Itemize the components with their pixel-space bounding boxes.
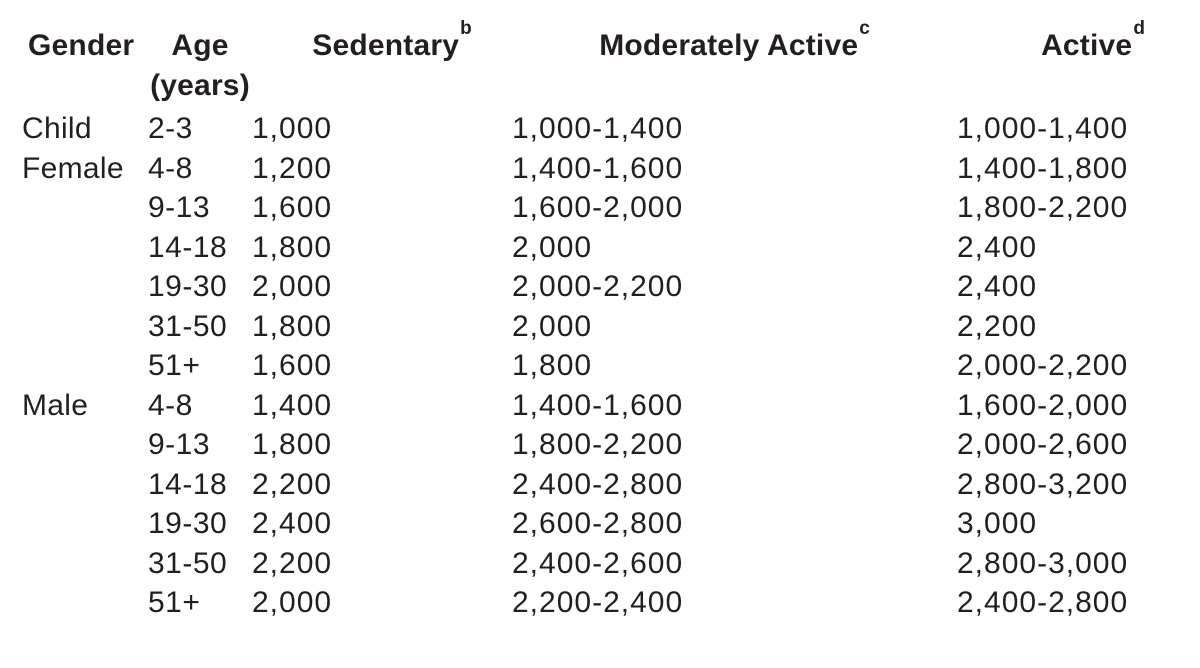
cell-sedentary: 1,800 (252, 230, 333, 264)
cell-gender (0, 307, 148, 347)
cell-age: 19-30 (148, 270, 228, 303)
table-row: 14-18 1,800 2,000 2,400 (0, 228, 1200, 268)
cell-gender (0, 188, 148, 228)
header-active-label: Active (1041, 29, 1133, 62)
cell-sedentary: 2,000 (252, 270, 333, 303)
cell-gender (0, 425, 148, 465)
cell-age: 14-18 (148, 230, 228, 264)
cell-age: 9-13 (148, 191, 211, 224)
cell-gender (0, 583, 148, 623)
table-row: 19-30 2,400 2,600-2,800 3,000 (0, 504, 1200, 544)
header-sedentary: Sedentaryb (252, 0, 512, 109)
header-moderately-active: Moderately Activec (512, 0, 957, 109)
cell-sedentary: 1,800 (252, 309, 333, 343)
cell-sedentary: 1,600 (252, 349, 333, 382)
table-row: 51+ 1,600 1,800 2,000-2,200 (0, 346, 1200, 386)
cell-moderately-active: 1,400-1,600 (512, 151, 684, 185)
cell-active: 2,000-2,200 (957, 349, 1129, 382)
cell-moderately-active: 1,000-1,400 (512, 112, 684, 145)
footnote-marker-c: c (859, 18, 870, 39)
cell-moderately-active: 2,400-2,600 (512, 546, 684, 580)
cell-sedentary: 1,200 (252, 151, 333, 185)
cell-age: 4-8 (148, 388, 193, 422)
cell-moderately-active: 1,800-2,200 (512, 428, 684, 461)
cell-active: 1,600-2,000 (957, 388, 1129, 422)
cell-active: 2,000-2,600 (957, 428, 1129, 461)
header-sedentary-label: Sedentary (312, 29, 460, 62)
header-moderately-active-label: Moderately Active (599, 29, 859, 62)
header-gender-label: Gender (28, 29, 135, 62)
header-row: Gender Age (years) Sedentaryb Moderately… (0, 0, 1200, 109)
cell-age: 14-18 (148, 467, 228, 501)
cell-active: 1,000-1,400 (957, 112, 1129, 145)
footnote-marker-d: d (1133, 18, 1145, 39)
cell-gender (0, 267, 148, 307)
cell-age: 31-50 (148, 309, 228, 343)
table-header: Gender Age (years) Sedentaryb Moderately… (0, 0, 1200, 109)
cell-active: 2,400-2,800 (957, 586, 1129, 619)
cell-active: 2,200 (957, 309, 1038, 343)
cell-age: 2-3 (148, 112, 193, 145)
cell-gender (0, 544, 148, 584)
cell-sedentary: 1,600 (252, 191, 333, 224)
cell-moderately-active: 1,600-2,000 (512, 191, 684, 224)
cell-moderately-active: 2,400-2,800 (512, 467, 684, 501)
cell-age: 19-30 (148, 507, 228, 540)
cell-sedentary: 2,400 (252, 507, 333, 540)
cell-gender (0, 228, 148, 268)
table-row: 9-13 1,600 1,600-2,000 1,800-2,200 (0, 188, 1200, 228)
cell-sedentary: 1,000 (252, 112, 333, 145)
cell-active: 1,800-2,200 (957, 191, 1129, 224)
table-row: 31-50 2,200 2,400-2,600 2,800-3,000 (0, 544, 1200, 584)
table-row: 31-50 1,800 2,000 2,200 (0, 307, 1200, 347)
footnote-marker-b: b (460, 18, 472, 39)
table-row: Child 2-3 1,000 1,000-1,400 1,000-1,400 (0, 109, 1200, 149)
header-active: Actived (957, 0, 1200, 109)
cell-active: 1,400-1,800 (957, 151, 1129, 185)
table-row: Male 4-8 1,400 1,400-1,600 1,600-2,000 (0, 386, 1200, 426)
cell-gender (0, 465, 148, 505)
cell-moderately-active: 2,600-2,800 (512, 507, 684, 540)
cell-age: 51+ (148, 586, 201, 619)
cell-active: 2,800-3,000 (957, 546, 1129, 580)
header-gender: Gender (0, 0, 148, 109)
header-age-line2: (years) (150, 68, 250, 102)
cell-moderately-active: 2,000-2,200 (512, 270, 684, 303)
table-row: 9-13 1,800 1,800-2,200 2,000-2,600 (0, 425, 1200, 465)
header-age-line1: Age (171, 29, 229, 62)
cell-gender (0, 346, 148, 386)
cell-sedentary: 1,800 (252, 428, 333, 461)
cell-age: 31-50 (148, 546, 228, 580)
cell-sedentary: 1,400 (252, 388, 333, 422)
table-row: 14-18 2,200 2,400-2,800 2,800-3,200 (0, 465, 1200, 505)
cell-gender: Male (22, 388, 89, 422)
cell-age: 4-8 (148, 151, 193, 185)
cell-gender: Female (22, 151, 124, 185)
header-age: Age (years) (148, 0, 252, 109)
cell-gender: Child (22, 112, 92, 145)
cell-age: 51+ (148, 349, 201, 382)
calorie-needs-table: Gender Age (years) Sedentaryb Moderately… (0, 0, 1200, 623)
table-row: Female 4-8 1,200 1,400-1,600 1,400-1,800 (0, 149, 1200, 189)
cell-active: 3,000 (957, 507, 1038, 540)
cell-active: 2,400 (957, 230, 1038, 264)
table-row: 51+ 2,000 2,200-2,400 2,400-2,800 (0, 583, 1200, 623)
cell-moderately-active: 2,000 (512, 309, 593, 343)
cell-sedentary: 2,000 (252, 586, 333, 619)
cell-age: 9-13 (148, 428, 211, 461)
cell-moderately-active: 2,000 (512, 230, 593, 264)
cell-moderately-active: 1,400-1,600 (512, 388, 684, 422)
cell-gender (0, 504, 148, 544)
cell-active: 2,800-3,200 (957, 467, 1129, 501)
cell-active: 2,400 (957, 270, 1038, 303)
cell-moderately-active: 2,200-2,400 (512, 586, 684, 619)
table-row: 19-30 2,000 2,000-2,200 2,400 (0, 267, 1200, 307)
cell-sedentary: 2,200 (252, 546, 333, 580)
table-body: Child 2-3 1,000 1,000-1,400 1,000-1,400 Femal… (0, 109, 1200, 623)
cell-sedentary: 2,200 (252, 467, 333, 501)
cell-moderately-active: 1,800 (512, 349, 593, 382)
